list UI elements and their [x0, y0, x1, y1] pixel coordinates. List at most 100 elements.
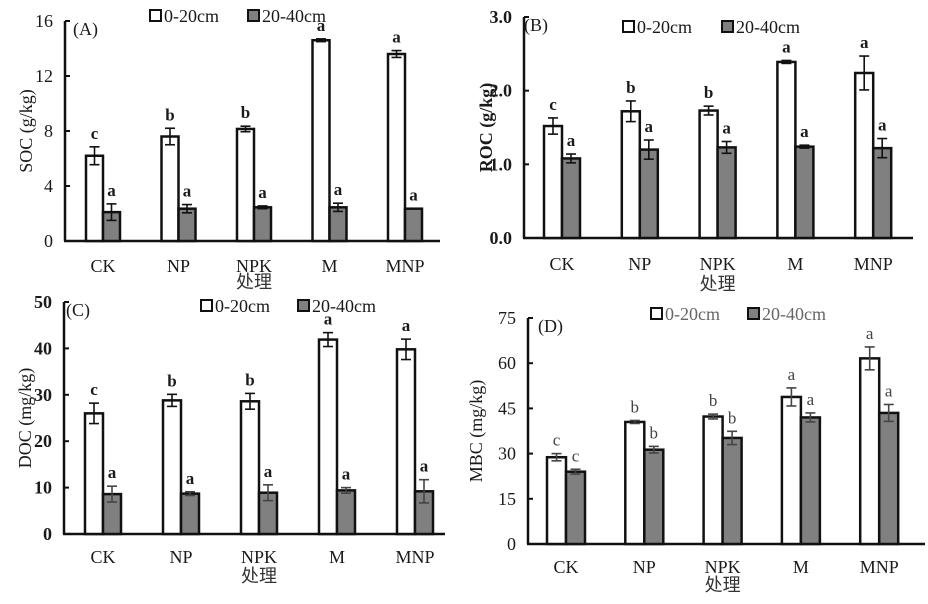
significance-letter: a [788, 365, 796, 384]
x-tick-label: M [793, 557, 809, 577]
x-tick-label: NPK [705, 557, 741, 577]
bar-ck-20-40cm [564, 470, 587, 546]
y-tick-label: 3.0 [490, 7, 513, 27]
significance-letter: b [704, 83, 713, 102]
significance-letter: a [334, 180, 343, 199]
x-tick-label: M [321, 256, 337, 276]
bar-np-0-20cm [160, 135, 180, 243]
bar-ck-20-40cm [560, 157, 582, 240]
x-tick-label: NPK [241, 547, 277, 567]
significance-letter: a [317, 16, 326, 35]
y-tick-label: 12 [35, 66, 53, 86]
significance-letter: c [90, 380, 98, 399]
bar-mnp-0-20cm [386, 52, 407, 243]
significance-letter: a [878, 116, 887, 135]
legend-label: 20-40cm [312, 296, 376, 316]
y-axis-title: SOC (g/kg) [16, 89, 37, 173]
significance-letter: a [866, 324, 874, 343]
x-tick-label: NP [169, 547, 192, 567]
legend-swatch-gray [247, 9, 260, 22]
legend-label: 0-20cm [164, 6, 219, 26]
bar-ck-0-20cm [83, 412, 105, 536]
bar-npk-0-20cm [235, 127, 256, 243]
panel-label: (D) [538, 316, 563, 337]
x-tick-label: CK [553, 557, 578, 577]
significance-letter: a [420, 457, 429, 476]
significance-letter: b [631, 397, 640, 416]
significance-letter: b [626, 78, 635, 97]
bar-np-20-40cm [179, 492, 201, 536]
significance-letter: a [885, 381, 893, 400]
significance-letter: a [324, 310, 333, 329]
x-axis-title: 处理 [236, 272, 272, 292]
significance-letter: c [549, 95, 557, 114]
bar-npk-0-20cm [239, 400, 261, 536]
bar-m-0-20cm [776, 60, 797, 240]
x-tick-label: NPK [236, 256, 272, 276]
y-tick-label: 0 [43, 524, 52, 544]
bar-npk-20-40cm [716, 146, 737, 240]
significance-letter: c [572, 446, 580, 465]
bar-ck-0-20cm [545, 455, 568, 546]
significance-letter: a [860, 33, 869, 52]
bar-mnp-20-40cm [403, 207, 424, 243]
significance-letter: c [553, 431, 561, 450]
legend-swatch-white [650, 307, 663, 320]
significance-letter: a [183, 182, 192, 201]
x-tick-label: NP [628, 254, 651, 274]
panel-label: (A) [73, 19, 98, 40]
x-tick-label: CK [549, 254, 574, 274]
bar-ck-0-20cm [542, 124, 564, 240]
panel-label: (C) [66, 300, 90, 321]
legend-label: 20-40cm [262, 6, 326, 26]
y-tick-label: 0 [44, 231, 53, 251]
bar-mnp-0-20cm [858, 357, 881, 546]
y-tick-label: 10 [34, 478, 52, 498]
y-tick-label: 20 [34, 431, 52, 451]
bar-npk-0-20cm [702, 415, 724, 546]
significance-letter: b [728, 408, 737, 427]
significance-letter: a [342, 465, 351, 484]
panel-d-mbc-chart: 0 15 30 45 60 75 MBC (mg/kg) (D) 0-20cm 20-40cm cc… [466, 304, 925, 595]
y-tick-label: 16 [35, 11, 53, 31]
x-tick-label: M [787, 254, 803, 274]
y-axis-title: ROC (g/kg) [476, 83, 497, 173]
legend-label: 20-40cm [762, 304, 826, 324]
bar-m-20-40cm [799, 416, 822, 546]
significance-letter: a [722, 118, 731, 137]
legend-swatch-gray [297, 299, 310, 312]
bar-m-20-40cm [335, 489, 357, 536]
y-tick-label: 15 [498, 489, 516, 509]
bar-np-0-20cm [624, 420, 646, 546]
x-tick-label: NP [167, 256, 190, 276]
significance-letter: a [782, 37, 791, 56]
significance-letter: b [165, 105, 174, 124]
legend-swatch-white [149, 9, 162, 22]
x-tick-label: MNP [385, 256, 424, 276]
bar-mnp-20-40cm [877, 411, 900, 546]
y-axis-title: MBC (mg/kg) [466, 380, 487, 483]
x-tick-label: MNP [395, 547, 434, 567]
significance-letter: a [402, 316, 411, 335]
x-tick-label: M [329, 547, 345, 567]
legend-label: 0-20cm [215, 296, 270, 316]
y-tick-label: 50 [34, 292, 52, 312]
significance-letter: a [107, 181, 116, 200]
significance-letter: a [392, 28, 401, 47]
bar-m-0-20cm [317, 338, 339, 536]
x-tick-label: CK [90, 256, 115, 276]
bar-npk-20-40cm [721, 436, 743, 546]
legend-swatch-white [200, 299, 213, 312]
x-tick-label: NPK [700, 254, 736, 274]
bar-np-0-20cm [161, 399, 183, 536]
significance-letter: a [800, 122, 809, 141]
y-tick-label: 2.0 [490, 81, 513, 101]
y-tick-label: 1.0 [490, 154, 513, 174]
legend-swatch-white [622, 20, 635, 33]
significance-letter: a [567, 131, 576, 150]
bar-m-20-40cm [328, 206, 348, 243]
significance-letter: b [241, 103, 250, 122]
x-tick-label: MNP [860, 557, 899, 577]
